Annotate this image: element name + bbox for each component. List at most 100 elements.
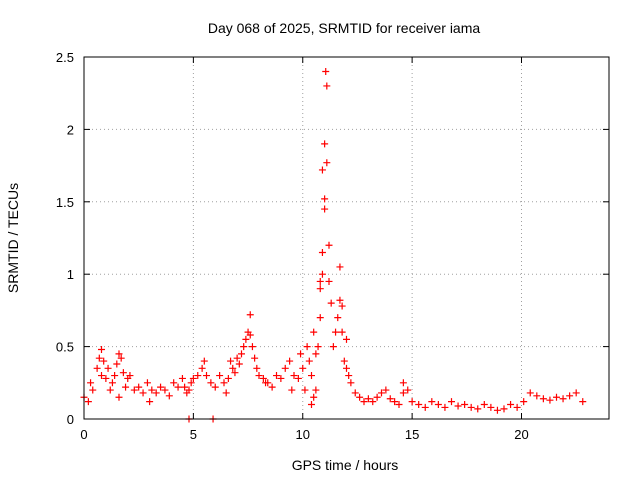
data-point — [248, 343, 256, 351]
data-point — [356, 393, 364, 401]
data-point — [404, 386, 412, 394]
x-axis-label: GPS time / hours — [292, 457, 399, 473]
data-point — [340, 357, 348, 365]
data-point — [305, 357, 313, 365]
data-point — [242, 335, 250, 343]
data-point — [572, 389, 580, 397]
data-point — [399, 389, 407, 397]
data-point — [273, 372, 280, 380]
data-point — [318, 270, 326, 278]
data-point — [334, 314, 342, 322]
data-point — [224, 374, 232, 382]
data-point — [135, 383, 143, 391]
data-point — [539, 395, 547, 403]
data-point — [347, 379, 355, 387]
data-point — [216, 372, 224, 380]
data-point — [507, 401, 515, 409]
data-point — [325, 277, 333, 285]
data-point — [297, 350, 305, 358]
data-point — [84, 398, 92, 406]
data-point — [553, 393, 560, 401]
data-point — [233, 354, 241, 362]
data-point — [227, 357, 235, 365]
data-point — [566, 392, 574, 400]
data-point — [246, 331, 254, 339]
data-point — [329, 343, 337, 351]
data-point — [200, 357, 208, 365]
data-point — [415, 401, 423, 409]
data-point — [165, 392, 173, 400]
data-point — [312, 350, 320, 358]
x-tick-label: 15 — [405, 427, 419, 442]
x-tick-label: 10 — [296, 427, 310, 442]
data-point — [301, 386, 309, 394]
data-point — [513, 403, 521, 411]
data-point — [198, 364, 206, 372]
data-point — [119, 369, 127, 377]
data-point — [286, 357, 294, 365]
data-point — [395, 401, 403, 409]
data-point — [318, 248, 326, 256]
data-point — [467, 403, 475, 411]
data-point — [310, 328, 318, 336]
y-tick-label: 0.5 — [56, 340, 74, 355]
data-point — [104, 364, 112, 372]
data-point — [220, 379, 228, 387]
data-point — [268, 383, 276, 391]
data-point — [500, 405, 508, 413]
data-point — [336, 263, 344, 271]
data-point — [364, 395, 372, 403]
data-point — [493, 406, 501, 414]
data-point — [246, 311, 254, 319]
data-point — [115, 350, 123, 358]
data-point — [325, 241, 333, 249]
data-point — [117, 354, 125, 362]
data-point — [386, 395, 394, 403]
data-point — [579, 398, 587, 406]
data-point — [174, 383, 182, 391]
data-point — [235, 360, 243, 368]
data-point — [533, 392, 541, 400]
data-point — [559, 395, 567, 403]
data-point — [454, 402, 462, 410]
data-point — [100, 357, 108, 365]
data-point — [238, 350, 245, 358]
data-point — [408, 398, 416, 406]
data-point — [187, 379, 195, 387]
data-point — [294, 374, 302, 382]
data-point — [321, 205, 329, 213]
data-point — [308, 372, 315, 380]
y-tick-label: 0 — [67, 412, 74, 427]
data-point — [108, 379, 116, 387]
data-point — [98, 345, 105, 353]
data-point — [185, 386, 193, 394]
data-point — [194, 372, 202, 380]
data-point — [327, 299, 335, 307]
data-point — [170, 379, 178, 387]
data-point — [240, 343, 248, 351]
x-tick-label: 20 — [514, 427, 528, 442]
data-point — [229, 364, 237, 372]
data-point — [322, 67, 330, 75]
data-point — [441, 403, 449, 411]
data-point — [231, 369, 239, 377]
data-point — [448, 398, 455, 406]
data-point — [277, 374, 285, 382]
data-point — [178, 374, 186, 382]
y-axis-label: SRMTID / TECUs — [5, 183, 21, 293]
data-point — [314, 343, 322, 351]
data-point — [321, 140, 329, 148]
data-point — [351, 389, 359, 397]
data-point — [434, 401, 442, 409]
data-point — [89, 386, 97, 394]
data-point — [148, 386, 156, 394]
data-point — [480, 401, 488, 409]
data-point — [421, 403, 429, 411]
data-point — [338, 328, 346, 336]
y-tick-label: 1 — [67, 267, 74, 282]
data-point — [255, 372, 263, 380]
data-point — [343, 364, 350, 372]
data-point — [259, 374, 267, 382]
